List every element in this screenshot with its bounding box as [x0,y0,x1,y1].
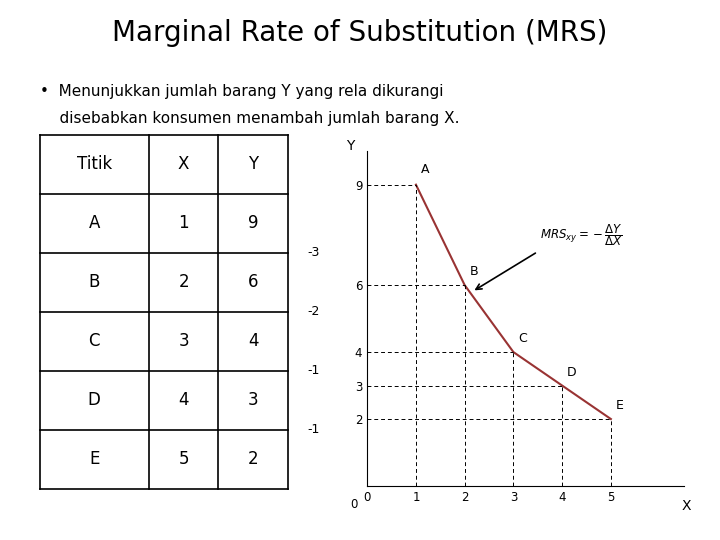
Text: 2: 2 [248,450,258,468]
Text: 4: 4 [248,332,258,350]
Text: Y: Y [346,139,354,153]
Text: 9: 9 [248,214,258,232]
Text: -1: -1 [307,423,320,436]
Text: Y: Y [248,156,258,173]
Text: -3: -3 [307,246,320,259]
Text: disebabkan konsumen menambah jumlah barang X.: disebabkan konsumen menambah jumlah bara… [40,111,459,126]
Text: E: E [616,400,624,413]
Text: X: X [178,156,189,173]
Text: 0: 0 [350,498,357,511]
Text: •  Menunjukkan jumlah barang Y yang rela dikurangi: • Menunjukkan jumlah barang Y yang rela … [40,84,443,99]
Text: 3: 3 [248,392,258,409]
Text: -1: -1 [307,364,320,377]
Text: A: A [420,163,429,176]
Text: Titik: Titik [76,156,112,173]
Text: 1: 1 [179,214,189,232]
Text: B: B [89,273,100,292]
Text: Marginal Rate of Substitution (MRS): Marginal Rate of Substitution (MRS) [112,19,608,47]
Text: E: E [89,450,99,468]
Text: A: A [89,214,100,232]
Text: D: D [567,366,577,379]
Text: 2: 2 [179,273,189,292]
Text: C: C [518,333,527,346]
Text: 3: 3 [179,332,189,350]
Text: $\mathit{MRS}_{xy}=-\dfrac{\Delta Y}{\Delta X}$: $\mathit{MRS}_{xy}=-\dfrac{\Delta Y}{\De… [540,222,624,248]
Text: C: C [89,332,100,350]
Text: B: B [469,266,478,279]
Text: 6: 6 [248,273,258,292]
Text: 4: 4 [179,392,189,409]
Text: 5: 5 [179,450,189,468]
Text: D: D [88,392,101,409]
Text: X: X [682,499,691,513]
Text: -2: -2 [307,305,320,319]
